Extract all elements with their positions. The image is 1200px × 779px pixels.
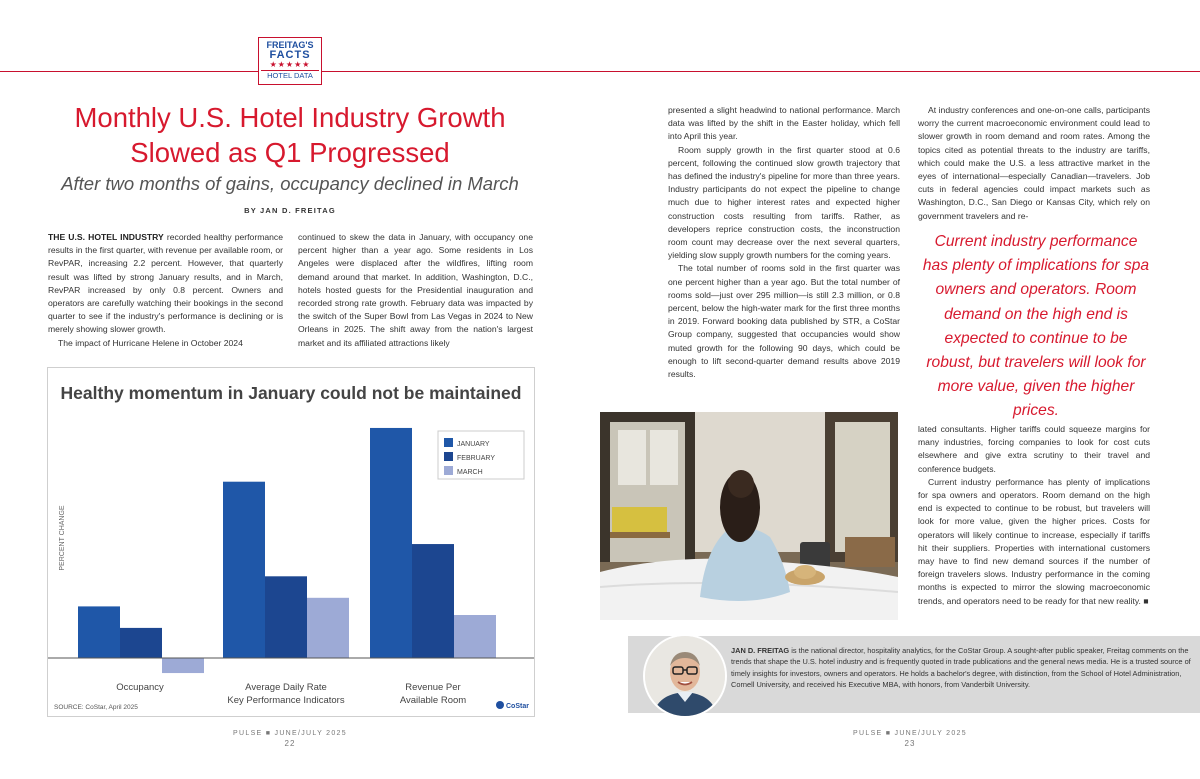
author-avatar bbox=[643, 634, 727, 718]
photo-illustration bbox=[600, 412, 898, 620]
bar-march-1 bbox=[307, 597, 349, 658]
logo-line3: HOTEL DATA bbox=[261, 70, 319, 80]
headline-line2: Slowed as Q1 Progressed bbox=[130, 137, 450, 168]
costar-logo-text: CoStar bbox=[506, 703, 529, 710]
folio-left-text: PULSE ■ JUNE/JULY 2025 bbox=[233, 730, 347, 737]
bar-march-0 bbox=[162, 658, 204, 674]
article-byline: BY JAN D. FREITAG bbox=[244, 206, 336, 215]
headline-line1: Monthly U.S. Hotel Industry Growth bbox=[74, 102, 506, 133]
legend-swatch-february bbox=[444, 452, 453, 461]
bio-name: JAN D. FREITAG bbox=[731, 646, 790, 655]
pull-quote: Current industry performance has plenty … bbox=[922, 233, 1150, 420]
article-column-4: At industry conferences and one-on-one c… bbox=[918, 104, 1150, 223]
legend-swatch-march bbox=[444, 466, 453, 475]
col1-paragraph-2: The impact of Hurricane Helene in Octobe… bbox=[58, 337, 243, 348]
category-label-2b: Available Room bbox=[400, 695, 466, 706]
article-column-2: continued to skew the data in January, w… bbox=[298, 231, 533, 350]
legend-label-january: JANUARY bbox=[457, 441, 490, 448]
logo-stars: ★★★★★ bbox=[269, 60, 311, 69]
bar-february-1 bbox=[265, 576, 307, 658]
folio-right-text: PULSE ■ JUNE/JULY 2025 bbox=[853, 730, 967, 737]
costar-logo-icon bbox=[496, 701, 504, 709]
col3-paragraph-2: Room supply growth in the first quarter … bbox=[668, 144, 900, 261]
col2-paragraph-1: continued to skew the data in January, w… bbox=[298, 232, 533, 348]
logo-line2: FACTS bbox=[269, 49, 311, 61]
col1-paragraph-1: recorded healthy performance results in … bbox=[48, 232, 283, 335]
article-headline: Monthly U.S. Hotel Industry Growth Slowe… bbox=[40, 100, 540, 170]
legend-swatch-january bbox=[444, 438, 453, 447]
end-mark: ■ bbox=[1143, 595, 1149, 606]
col4-paragraph-1: At industry conferences and one-on-one c… bbox=[918, 105, 1150, 221]
legend-label-march: MARCH bbox=[457, 469, 483, 476]
lead-in: THE U.S. HOTEL INDUSTRY bbox=[48, 232, 164, 242]
article-column-3: presented a slight headwind to national … bbox=[668, 104, 900, 381]
bar-january-1 bbox=[223, 481, 265, 658]
folio-right: PULSE ■ JUNE/JULY 2025 23 bbox=[810, 730, 1010, 748]
logo-line1: FREITAG'S bbox=[266, 40, 314, 50]
folio-left: PULSE ■ JUNE/JULY 2025 22 bbox=[190, 730, 390, 748]
author-portrait bbox=[645, 636, 725, 716]
bar-february-2 bbox=[412, 544, 454, 658]
col5-paragraph-2: Current industry performance has plenty … bbox=[918, 476, 1150, 606]
article-column-1: THE U.S. HOTEL INDUSTRY recorded healthy… bbox=[48, 231, 283, 350]
col5-paragraph-1: lated consultants. Higher tariffs could … bbox=[918, 424, 1150, 474]
col3-paragraph-3: The total number of rooms sold in the fi… bbox=[668, 263, 900, 380]
article-subhead: After two months of gains, occupancy dec… bbox=[61, 173, 519, 194]
freitags-facts-logo: FREITAG'S FACTS ★★★★★ HOTEL DATA bbox=[258, 37, 322, 85]
hotel-guest-photo bbox=[600, 412, 898, 620]
legend-label-february: FEBRUARY bbox=[457, 455, 495, 462]
col3-paragraph-1: presented a slight headwind to national … bbox=[668, 105, 900, 142]
article-column-5: lated consultants. Higher tariffs could … bbox=[918, 423, 1150, 608]
chart-canvas: Occupancy Average Daily Rate Revenue Per Av… bbox=[48, 427, 534, 711]
x-axis-label: Key Performance Indicators bbox=[227, 695, 344, 706]
page-number-23: 23 bbox=[904, 739, 916, 748]
bar-january-0 bbox=[78, 606, 120, 658]
bar-chart: Healthy momentum in January could not be… bbox=[47, 367, 535, 717]
page-number-22: 22 bbox=[284, 739, 296, 748]
bio-body: is the national director, hospitality an… bbox=[731, 646, 1191, 690]
category-label-2a: Revenue Per bbox=[405, 682, 460, 693]
author-bio: JAN D. FREITAG is the national director,… bbox=[628, 634, 1200, 718]
bar-january-2 bbox=[370, 427, 412, 658]
bar-february-0 bbox=[120, 627, 162, 658]
category-label-1: Average Daily Rate bbox=[245, 682, 327, 693]
bar-march-2 bbox=[454, 615, 496, 658]
top-rule bbox=[0, 71, 1200, 72]
y-axis-label: PERCENT CHANGE bbox=[59, 505, 66, 571]
category-label-0: Occupancy bbox=[116, 682, 164, 693]
bio-text: JAN D. FREITAG is the national director,… bbox=[731, 645, 1191, 691]
chart-title: Healthy momentum in January could not be… bbox=[60, 383, 522, 403]
chart-source: SOURCE: CoStar, April 2025 bbox=[54, 704, 138, 711]
